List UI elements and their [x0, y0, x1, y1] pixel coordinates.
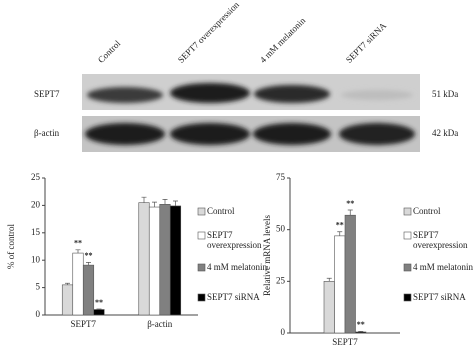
significance-label: **: [336, 221, 344, 230]
legend-box: 4 mM melatonin: [207, 262, 267, 272]
bar: [159, 204, 171, 316]
error-bar: [358, 330, 364, 332]
bar: [148, 206, 161, 316]
x-tick-label: β-actin: [147, 319, 173, 329]
y-tick-label: 0: [36, 309, 41, 319]
error-bar: [65, 282, 70, 285]
error-bar: [326, 277, 332, 282]
y-axis-label: Relative mRNA levels: [262, 215, 272, 296]
y-tick-label: 20: [31, 199, 41, 209]
error-bar: [337, 231, 343, 236]
error-bar: [141, 196, 147, 203]
legend-label: SEPT7 overexpression: [207, 230, 262, 250]
blot: [82, 74, 420, 152]
legend-box: SEPT7 siRNA: [413, 292, 466, 302]
column-label: 4 mM melatonin: [258, 15, 308, 65]
row-label: SEPT7: [34, 89, 60, 99]
significance-label: **: [85, 251, 93, 260]
x-tick-label: SEPT7: [70, 319, 96, 329]
column-label: SEPT7 siRNA: [344, 20, 389, 65]
error-bar: [75, 249, 81, 254]
legend-label: 4 mM melatonin: [413, 262, 473, 272]
error-bar: [162, 199, 168, 205]
column-label: SEPT7 overexpression: [176, 0, 242, 65]
y-tick-label: 5: [36, 282, 41, 292]
significance-label: **: [95, 298, 103, 307]
error-bar: [86, 262, 91, 266]
y-tick-label: 15: [31, 227, 41, 237]
legend-label: SEPT7 siRNA: [413, 292, 466, 302]
significance-label: **: [357, 320, 365, 329]
row-label: β-actin: [34, 128, 60, 138]
legend-swatch: [403, 293, 412, 302]
size-label: 51 kDa: [432, 89, 458, 99]
y-tick-label: 75: [276, 172, 286, 182]
error-bar: [96, 308, 102, 310]
legend-label: Control: [207, 206, 235, 216]
legend-swatch: [197, 207, 206, 216]
significance-label: **: [346, 199, 354, 208]
bar: [61, 284, 74, 316]
bar: [82, 264, 95, 316]
bar: [323, 281, 335, 334]
significance-label: **: [74, 239, 82, 248]
y-tick-label: 0: [281, 327, 286, 337]
legend-label: SEPT7 overexpression: [413, 230, 468, 250]
bar: [344, 214, 356, 334]
legend-box: SEPT7 overexpression: [207, 230, 262, 250]
bar: [334, 235, 346, 334]
legend-swatch: [197, 231, 206, 240]
legend-swatch: [197, 293, 206, 302]
error-bar: [152, 201, 157, 208]
legend-swatch: [197, 263, 206, 272]
error-bar: [173, 200, 178, 206]
legend-swatch: [403, 263, 412, 272]
error-bar: [347, 209, 353, 216]
x-tick-label: SEPT7: [332, 337, 358, 346]
y-axis-label: % of control: [6, 224, 16, 269]
legend-box: Control: [207, 206, 235, 216]
legend-label: Control: [413, 206, 441, 216]
bar: [72, 252, 84, 316]
legend-label: 4 mM melatonin: [207, 262, 267, 272]
bar: [138, 202, 150, 316]
y-tick-label: 50: [276, 224, 286, 234]
bar: [93, 309, 105, 316]
column-label: Control: [96, 38, 123, 65]
legend-box: SEPT7 siRNA: [207, 292, 260, 302]
bar: [355, 331, 367, 334]
legend-box: Control: [413, 206, 441, 216]
y-tick-label: 25: [31, 172, 41, 182]
legend-box: 4 mM melatonin: [413, 262, 473, 272]
legend-label: SEPT7 siRNA: [207, 292, 260, 302]
bar: [169, 205, 182, 316]
size-label: 42 kDa: [432, 128, 458, 138]
legend-box: SEPT7 overexpression: [413, 230, 468, 250]
legend-swatch: [403, 207, 412, 216]
y-tick-label: 25: [276, 275, 286, 285]
y-tick-label: 10: [31, 254, 41, 264]
legend-swatch: [403, 231, 412, 240]
